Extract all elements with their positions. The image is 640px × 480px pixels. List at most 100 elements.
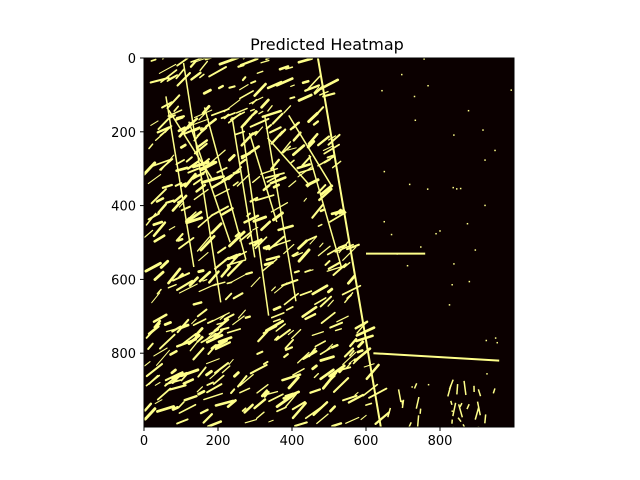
- heatmap-streak: [182, 378, 195, 385]
- heatmap-speck: [411, 386, 413, 388]
- heatmap-streak: [194, 327, 204, 337]
- heatmap-streak: [180, 368, 200, 378]
- heatmap-streak: [230, 388, 236, 395]
- heatmap-streak: [154, 399, 163, 405]
- heatmap-streak: [205, 358, 220, 365]
- heatmap-streak: [294, 421, 308, 427]
- heatmap-streak: [239, 230, 253, 242]
- heatmap-streak: [186, 210, 203, 223]
- heatmap-streak: [167, 267, 182, 285]
- x-tick-label: 400: [280, 434, 305, 449]
- heatmap-streak: [176, 58, 190, 67]
- heatmap-streak: [171, 325, 182, 333]
- heatmap-streak: [144, 361, 151, 367]
- heatmap-streak: [264, 116, 297, 302]
- heatmap-speck: [474, 249, 477, 251]
- heatmap-streak: [150, 58, 157, 62]
- heatmap-streak: [254, 194, 275, 202]
- heatmap-speck: [453, 134, 455, 136]
- heatmap-streak: [326, 264, 347, 272]
- heatmap-streak: [149, 76, 170, 84]
- heatmap-streak: [250, 80, 257, 84]
- heatmap-streak: [343, 347, 355, 358]
- heatmap-streak: [306, 139, 316, 149]
- heatmap-streak: [477, 389, 482, 397]
- heatmap-streak: [317, 135, 331, 147]
- heatmap-streak: [153, 347, 168, 357]
- heatmap-streak: [291, 402, 307, 420]
- heatmap-speck: [439, 230, 441, 232]
- heatmap-streak: [248, 132, 278, 223]
- heatmap-streak: [313, 86, 320, 94]
- heatmap-streak: [214, 399, 235, 407]
- heatmap-streak: [332, 377, 350, 393]
- heatmap-streak: [252, 130, 259, 136]
- heatmap-speck: [406, 264, 409, 267]
- heatmap-streak: [175, 68, 185, 80]
- heatmap-streak: [331, 422, 343, 427]
- heatmap-streak: [152, 220, 164, 227]
- heatmap-streak: [217, 246, 227, 254]
- heatmap-streak: [328, 211, 347, 223]
- heatmap-streak: [311, 203, 324, 219]
- heatmap-streak: [292, 367, 305, 376]
- heatmap-streak: [283, 292, 300, 306]
- chart-title: Predicted Heatmap: [250, 35, 404, 54]
- heatmap-speck: [455, 188, 458, 190]
- heatmap-streak: [311, 331, 324, 337]
- heatmap-streak: [177, 401, 185, 409]
- x-tick-label: 0: [140, 434, 148, 449]
- heatmap-streak: [297, 239, 308, 250]
- heatmap-streak: [319, 368, 335, 381]
- heatmap-streak: [327, 287, 334, 294]
- heatmap-streak: [237, 375, 248, 388]
- heatmap-streak: [164, 371, 182, 382]
- heatmap-streak: [265, 255, 281, 261]
- heatmap-streak: [301, 350, 318, 360]
- heatmap-streak: [214, 339, 228, 349]
- heatmap-streak: [218, 58, 240, 66]
- heatmap-speck: [484, 204, 486, 207]
- y-tick-label: 0: [128, 52, 136, 67]
- heatmap-streak: [267, 105, 273, 112]
- heatmap-speck: [427, 84, 429, 87]
- heatmap-streak: [235, 107, 248, 114]
- heatmap-streak: [258, 110, 264, 115]
- heatmap-streak: [360, 414, 367, 421]
- heatmap-streak: [290, 84, 295, 87]
- heatmap-streak: [244, 419, 258, 424]
- heatmap-streak: [274, 335, 280, 341]
- heatmap-speck: [423, 58, 425, 60]
- heatmap-streak: [213, 318, 230, 332]
- heatmap-streak: [266, 174, 280, 183]
- heatmap-streak: [260, 59, 270, 64]
- heatmap-streak: [226, 328, 242, 334]
- heatmap-speck: [494, 149, 496, 152]
- heatmap-feature-line: [373, 352, 500, 362]
- heatmap-streak: [256, 350, 264, 356]
- heatmap-streak: [272, 318, 281, 323]
- heatmap-streak: [275, 239, 291, 246]
- y-tick-label: 200: [111, 126, 136, 141]
- heatmap-streak: [176, 279, 194, 292]
- heatmap-streak: [346, 243, 360, 251]
- heatmap-streak: [456, 384, 459, 395]
- heatmap-streak: [484, 414, 487, 424]
- heatmap-streak: [186, 211, 197, 222]
- heatmap-speck: [453, 263, 455, 265]
- heatmap-streak: [174, 116, 184, 121]
- heatmap-streak: [159, 259, 170, 269]
- heatmap-streak: [183, 394, 198, 402]
- heatmap-streak: [233, 371, 240, 378]
- heatmap-streak: [203, 392, 223, 401]
- heatmap-streak: [265, 319, 285, 332]
- heatmap-streak: [239, 84, 249, 91]
- heatmap-streak: [241, 407, 247, 412]
- heatmap-streak: [238, 158, 247, 165]
- heatmap-streak: [223, 113, 230, 120]
- heatmap-streak: [199, 60, 209, 72]
- heatmap-streak: [354, 320, 369, 330]
- heatmap-streak: [196, 235, 212, 252]
- heatmap-streak: [257, 330, 269, 343]
- heatmap-streak: [260, 167, 279, 175]
